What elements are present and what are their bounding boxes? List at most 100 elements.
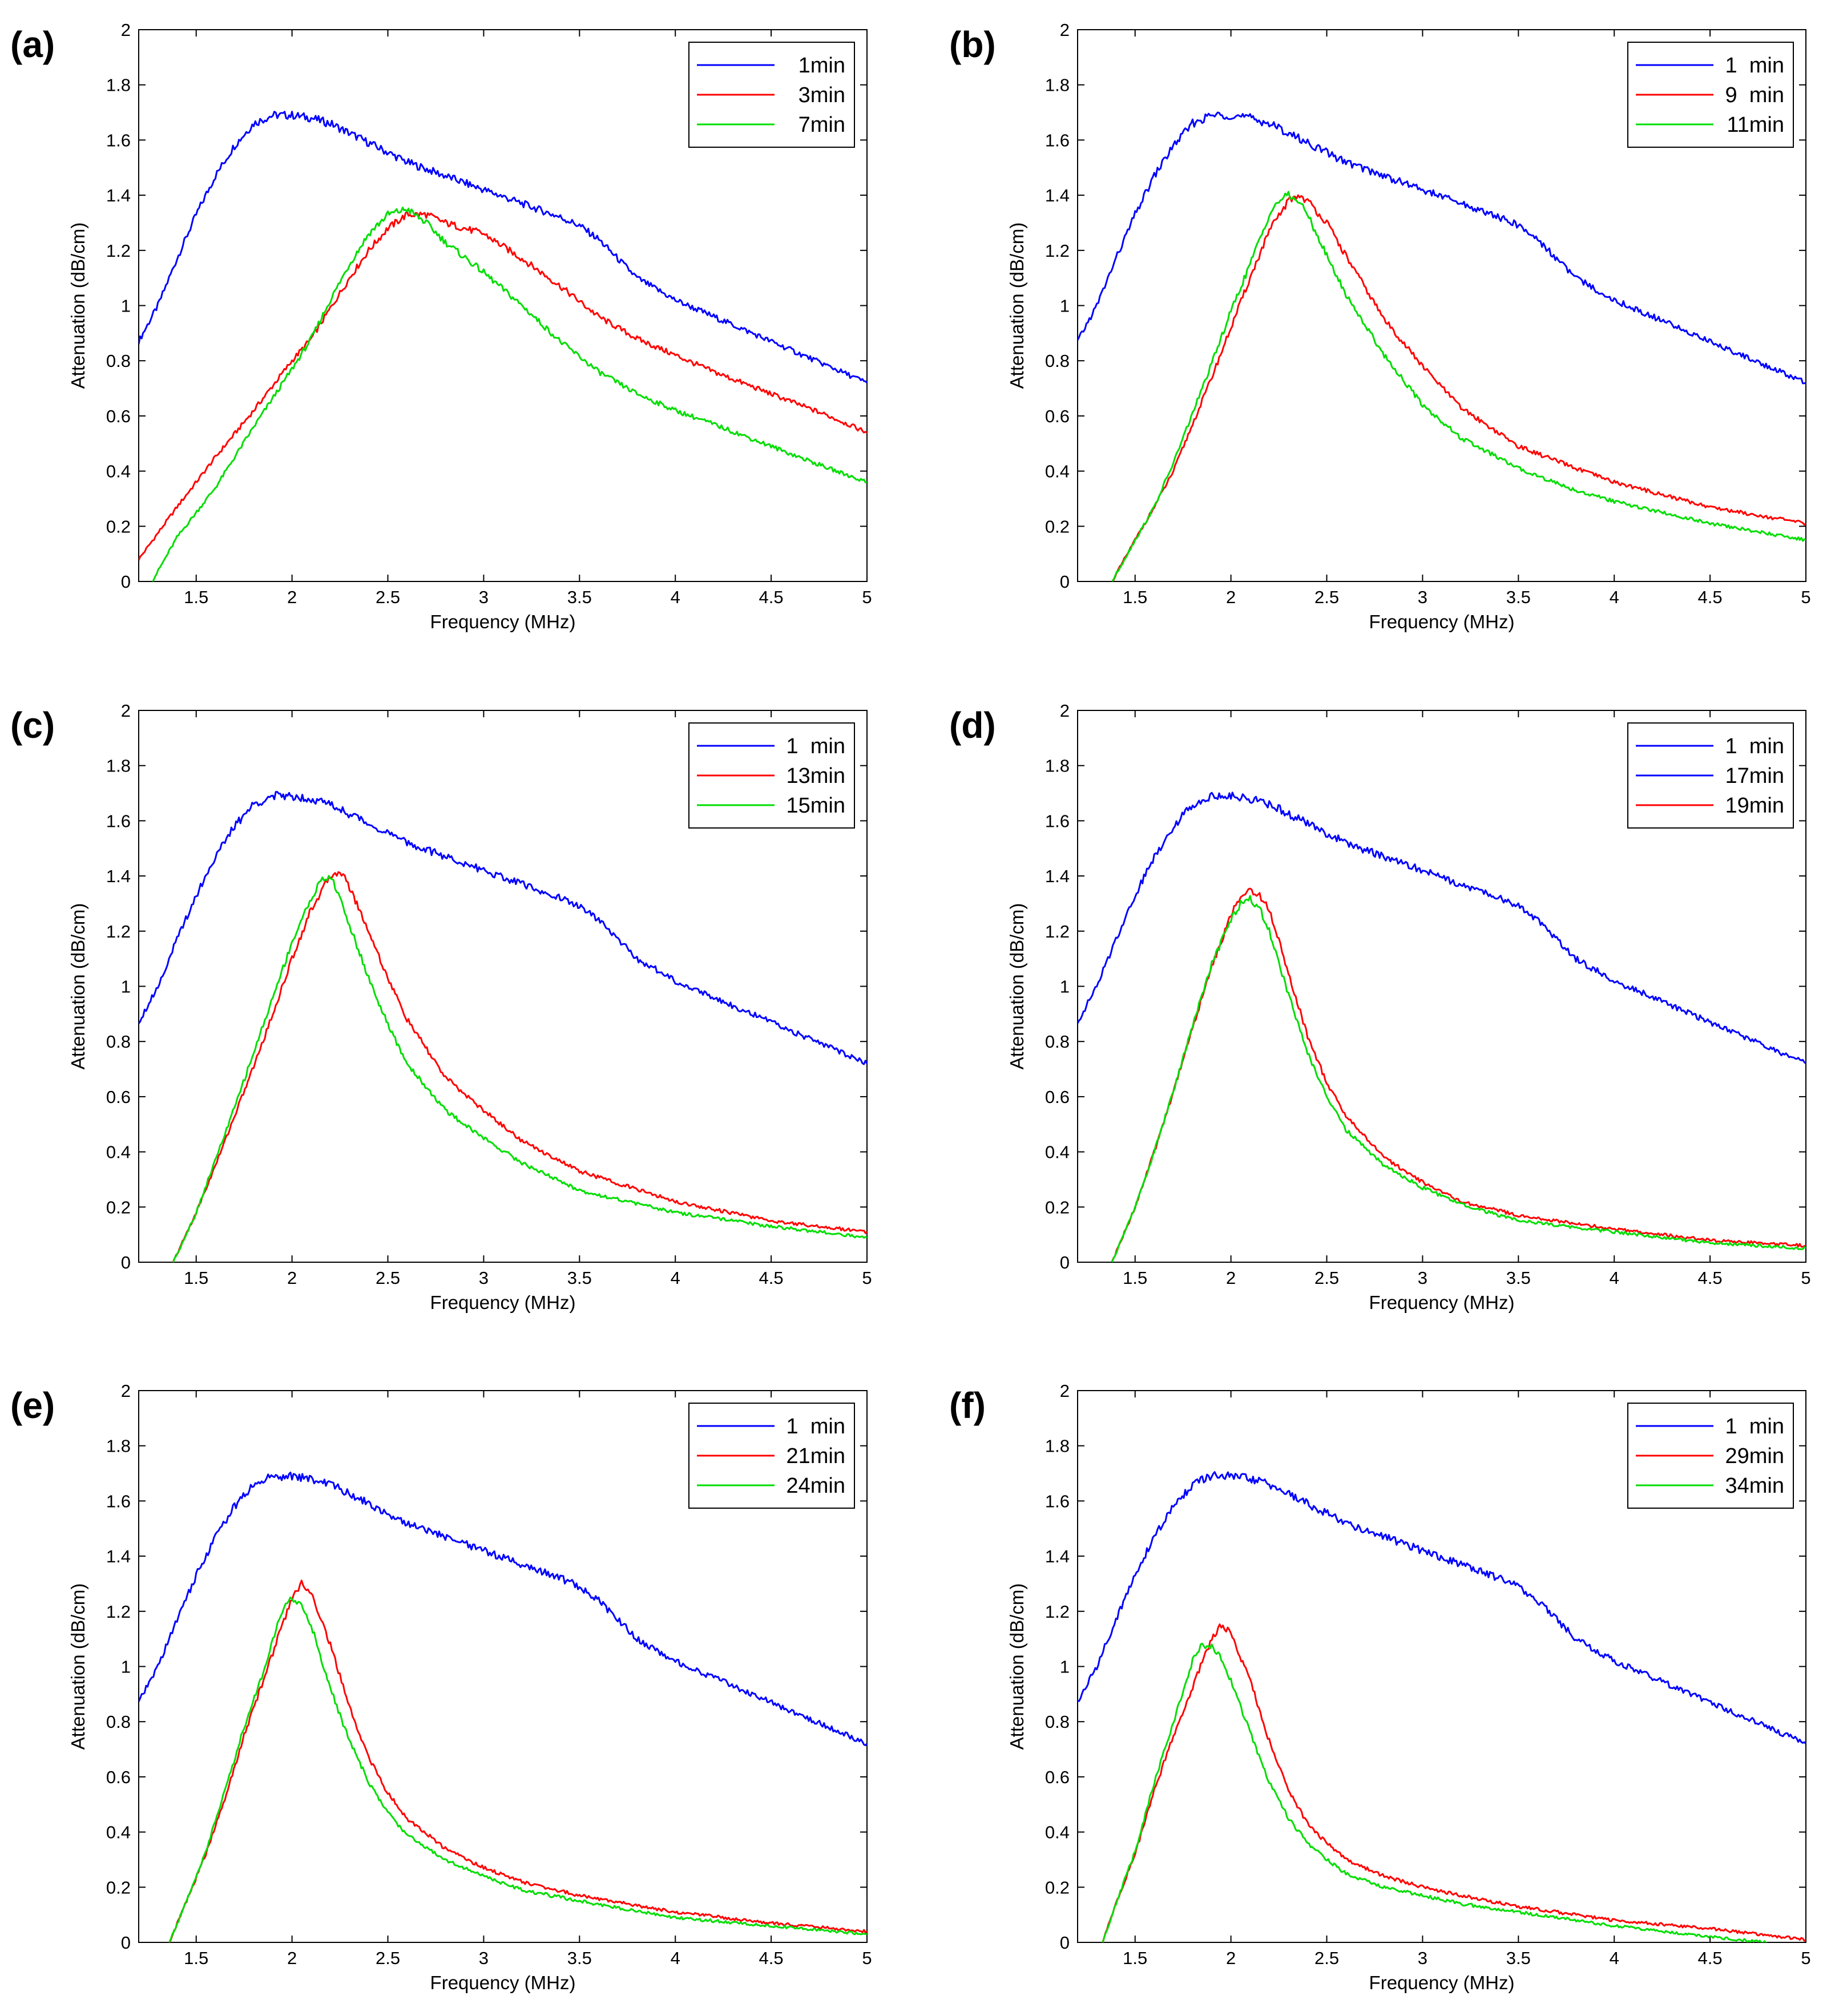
x-tick-label: 2 — [1226, 1268, 1236, 1288]
x-tick-label: 2 — [287, 587, 297, 607]
x-tick-label: 3 — [479, 1268, 489, 1288]
y-tick-label: 1.6 — [1045, 130, 1070, 150]
x-tick-label: 4 — [671, 1268, 680, 1288]
x-tick-label: 3.5 — [1506, 587, 1531, 607]
x-axis-label: Frequency (MHz) — [1369, 611, 1515, 632]
x-tick-label: 4 — [1610, 1268, 1619, 1288]
y-tick-label: 2 — [1060, 20, 1070, 40]
chart-panel-6: (f) 1.5 2 2.5 3 3.5 4 4.5 5 0 0.2 0.4 0.6 0.8 1 1.2 1.4 1… — [949, 1381, 1811, 1993]
x-tick-label: 3.5 — [1506, 1268, 1531, 1288]
legend: 1 min 21min 24min — [688, 1403, 855, 1509]
x-tick-label: 2.5 — [376, 1948, 400, 1968]
y-tick-label: 0.8 — [106, 1712, 131, 1732]
legend: 1min 3min 7min — [688, 42, 855, 148]
legend-label: 24min — [787, 1474, 846, 1498]
x-tick-label: 3 — [479, 587, 489, 607]
y-tick-label: 0.2 — [106, 516, 131, 536]
x-tick-label: 3 — [1418, 1948, 1427, 1968]
series-group — [1078, 1471, 1806, 1942]
legend: 1 min 13min 15min — [688, 722, 855, 829]
series-group — [1078, 791, 1806, 1262]
series-line-24min — [168, 1596, 867, 1942]
series-line-13min — [172, 871, 867, 1262]
series-line-9min — [1111, 194, 1806, 581]
y-tick-label: 1.8 — [1045, 756, 1070, 776]
x-tick-label: 5 — [862, 1268, 872, 1288]
y-tick-label: 0.4 — [106, 1142, 131, 1162]
series-line-7min — [152, 207, 867, 581]
x-tick-label: 2.5 — [1314, 1268, 1339, 1288]
legend-label: 15min — [787, 794, 846, 818]
x-tick-label: 3.5 — [567, 1268, 592, 1288]
legend-label: 34min — [1725, 1474, 1785, 1498]
x-tick-label: 4.5 — [759, 587, 784, 607]
chart-panel-2: (b) 1.5 2 2.5 3 3.5 4 4.5 5 0 0.2 0.4 0.6 0.8 1 1.2 1.4 1… — [949, 20, 1811, 632]
x-tick-label: 5 — [1801, 1268, 1810, 1288]
y-tick-label: 0.2 — [106, 1877, 131, 1897]
x-tick-label: 3 — [479, 1948, 489, 1968]
y-axis-label: Attenuation (dB/cm) — [67, 1583, 88, 1750]
panel-label: (e) — [10, 1385, 55, 1426]
chart-panel-5: (e) 1.5 2 2.5 3 3.5 4 4.5 5 0 0.2 0.4 0.6 0.8 1 1.2 1.4 1… — [10, 1381, 872, 1993]
y-tick-label: 1.8 — [106, 756, 131, 776]
x-tick-label: 4 — [1610, 587, 1619, 607]
y-tick-label: 1.8 — [1045, 75, 1070, 95]
x-axis-label: Frequency (MHz) — [430, 1292, 576, 1313]
x-tick-label: 2.5 — [1314, 1948, 1339, 1968]
series-line-1min — [1078, 1471, 1806, 1744]
y-tick-label: 0.2 — [106, 1197, 131, 1217]
y-tick-label: 1.4 — [106, 1546, 131, 1566]
x-tick-label: 4.5 — [1698, 1948, 1723, 1968]
y-tick-label: 1.2 — [1045, 241, 1070, 261]
y-tick-label: 1.6 — [1045, 1491, 1070, 1511]
y-tick-label: 0.8 — [1045, 351, 1070, 371]
x-tick-label: 2 — [287, 1948, 297, 1968]
y-tick-label: 1.2 — [106, 922, 131, 942]
x-tick-label: 3.5 — [1506, 1948, 1531, 1968]
legend-label: 1 min — [787, 734, 845, 758]
series-line-1min — [139, 111, 867, 383]
x-tick-label: 2.5 — [1314, 587, 1339, 607]
legend-label: 3min — [798, 83, 845, 107]
x-tick-label: 3.5 — [567, 587, 592, 607]
series-line-21min — [168, 1579, 867, 1942]
series-line-34min — [1102, 1642, 1768, 1942]
x-tick-label: 2 — [287, 1268, 297, 1288]
y-tick-label: 1.2 — [106, 241, 131, 261]
y-tick-label: 1.8 — [106, 75, 131, 95]
y-axis-label: Attenuation (dB/cm) — [1006, 223, 1027, 389]
legend-label: 17min — [1725, 764, 1785, 788]
y-tick-label: 1.4 — [106, 185, 131, 205]
legend-label: 7min — [798, 113, 845, 137]
y-tick-label: 2 — [121, 1381, 131, 1401]
series-line-19min — [1111, 887, 1806, 1262]
x-axis-label: Frequency (MHz) — [1369, 1292, 1515, 1313]
y-tick-label: 0.8 — [106, 1032, 131, 1052]
y-tick-label: 0.6 — [106, 1767, 131, 1787]
y-tick-label: 1.4 — [1045, 185, 1070, 205]
series-line-29min — [1102, 1623, 1806, 1942]
x-axis-label: Frequency (MHz) — [430, 1972, 576, 1993]
y-tick-label: 1.4 — [1045, 866, 1070, 886]
x-tick-label: 4.5 — [1698, 1268, 1723, 1288]
series-line-unlabeled — [1111, 895, 1806, 1262]
series-group — [139, 791, 867, 1262]
series-line-15min — [172, 875, 867, 1262]
x-tick-label: 4.5 — [759, 1268, 784, 1288]
y-tick-label: 1.6 — [1045, 811, 1070, 831]
y-tick-label: 0.8 — [106, 351, 131, 371]
x-tick-label: 5 — [862, 587, 872, 607]
y-tick-label: 0.4 — [1045, 1823, 1070, 1843]
y-tick-label: 2 — [1060, 1381, 1070, 1401]
y-tick-label: 1 — [1060, 1657, 1070, 1677]
chart-panel-1: (a) 1.5 2 2.5 3 3.5 4 4.5 5 0 0.2 0.4 0.6 0.8 1 1.2 1.4 1… — [10, 20, 872, 632]
y-tick-label: 2 — [121, 701, 131, 721]
x-tick-label: 2 — [1226, 587, 1236, 607]
series-group — [139, 111, 867, 581]
legend-label: 21min — [787, 1444, 846, 1468]
y-tick-label: 1 — [121, 1657, 131, 1677]
legend-label: 29min — [1725, 1444, 1785, 1468]
y-tick-label: 1.2 — [1045, 1602, 1070, 1622]
x-tick-label: 3 — [1418, 1268, 1427, 1288]
chart-panel-3: (c) 1.5 2 2.5 3 3.5 4 4.5 5 0 0.2 0.4 0.6 0.8 1 1.2 1.4 1… — [10, 701, 872, 1313]
